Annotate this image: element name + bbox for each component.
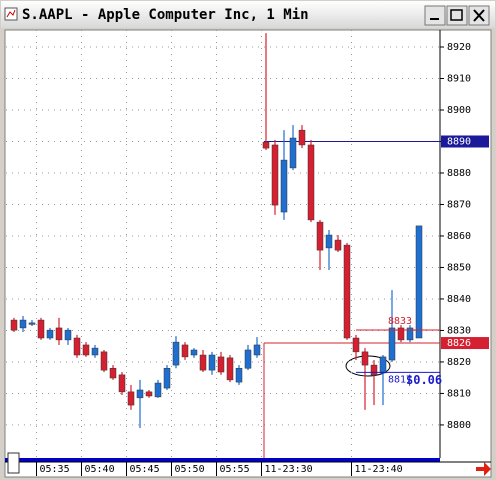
maximize-button[interactable] — [446, 5, 468, 26]
y-tick-label: 8800 — [447, 420, 471, 431]
y-tick-label: 8900 — [447, 105, 471, 116]
candle-body — [55, 327, 63, 341]
candle-body — [91, 347, 99, 356]
candle-body — [127, 391, 135, 406]
y-tick-label: 8840 — [447, 294, 471, 305]
candle-body — [145, 391, 153, 397]
candle-body — [325, 234, 333, 249]
close-button[interactable] — [468, 5, 490, 26]
candle-body — [46, 329, 54, 339]
candle-body — [397, 327, 405, 341]
candle-body — [118, 374, 126, 393]
price-marker-box — [441, 337, 489, 350]
window-title: S.AAPL - Apple Computer Inc, 1 Min — [22, 7, 309, 23]
candle-body — [19, 319, 27, 329]
y-tick-label: 8870 — [447, 199, 471, 210]
price-marker-label: 8826 — [447, 338, 471, 349]
time-bar — [5, 458, 440, 462]
candle-body — [154, 382, 162, 398]
candle-body — [280, 159, 288, 213]
candle-body — [415, 225, 423, 339]
candle-body — [10, 319, 18, 331]
candle-body — [235, 367, 243, 383]
candle-body — [361, 351, 369, 366]
candle-body — [136, 389, 144, 399]
candle-body — [28, 322, 36, 325]
candle-body — [163, 367, 171, 389]
candle-body — [64, 329, 72, 341]
y-tick-label: 8830 — [447, 325, 471, 336]
plot-area: 8800 8810 8820 8830 8840 8850 8860 8870 8880 8890… — [6, 30, 489, 476]
candle-body — [298, 129, 306, 146]
window-icon-graph — [6, 9, 16, 18]
annotation-label: 8833 — [388, 316, 412, 327]
candle-body — [406, 327, 414, 341]
annotation-label: $0.06 — [406, 373, 442, 387]
candle-body — [307, 144, 315, 221]
price-marker-box — [441, 135, 489, 148]
candle-body — [82, 344, 90, 356]
scroll-right-arrow[interactable] — [476, 462, 491, 476]
candle-body — [388, 327, 396, 361]
y-tick-label: 8820 — [447, 357, 471, 368]
x-tick-label: 11-23:30 — [265, 464, 313, 475]
y-tick-label: 8920 — [447, 42, 471, 53]
candle-body — [316, 221, 324, 251]
candle-body — [352, 337, 360, 353]
candle-body — [109, 367, 117, 379]
x-tick-label: 05:35 — [40, 464, 70, 475]
x-tick-label: 05:45 — [130, 464, 160, 475]
y-tick-label: 8880 — [447, 168, 471, 179]
candle-body — [181, 344, 189, 358]
title-bar — [1, 1, 495, 28]
price-marker-label: 8890 — [447, 136, 471, 147]
candle-body — [271, 144, 279, 206]
candle-body — [379, 356, 387, 374]
candle-body — [244, 349, 252, 369]
candle-body — [226, 357, 234, 381]
scroll-box[interactable] — [7, 452, 20, 474]
y-tick-label: 8850 — [447, 262, 471, 273]
y-tick-label: 8860 — [447, 231, 471, 242]
candle-body — [172, 341, 180, 366]
candle-body — [199, 354, 207, 371]
candle-body — [343, 244, 351, 339]
candle-body — [190, 349, 198, 356]
annotation-label: 8817 — [388, 374, 412, 385]
x-tick-label: 11-23:40 — [355, 464, 403, 475]
candle-body — [370, 364, 378, 376]
y-tick-label: 8910 — [447, 74, 471, 85]
candle-body — [289, 137, 297, 169]
x-tick-label: 05:55 — [220, 464, 250, 475]
candle-body — [100, 351, 108, 371]
candle-body — [37, 319, 45, 339]
candle-body — [208, 354, 216, 371]
candle-body — [262, 141, 270, 149]
minimize-button[interactable] — [424, 5, 446, 26]
candle-body — [334, 239, 342, 251]
y-tick-label: 8810 — [447, 388, 471, 399]
candle-body — [253, 344, 261, 356]
candle-body — [217, 356, 225, 373]
chart-frame — [4, 29, 492, 478]
x-tick-label: 05:40 — [85, 464, 115, 475]
candle-body — [73, 337, 81, 356]
x-tick-label: 05:50 — [175, 464, 205, 475]
window-icon — [4, 7, 18, 21]
